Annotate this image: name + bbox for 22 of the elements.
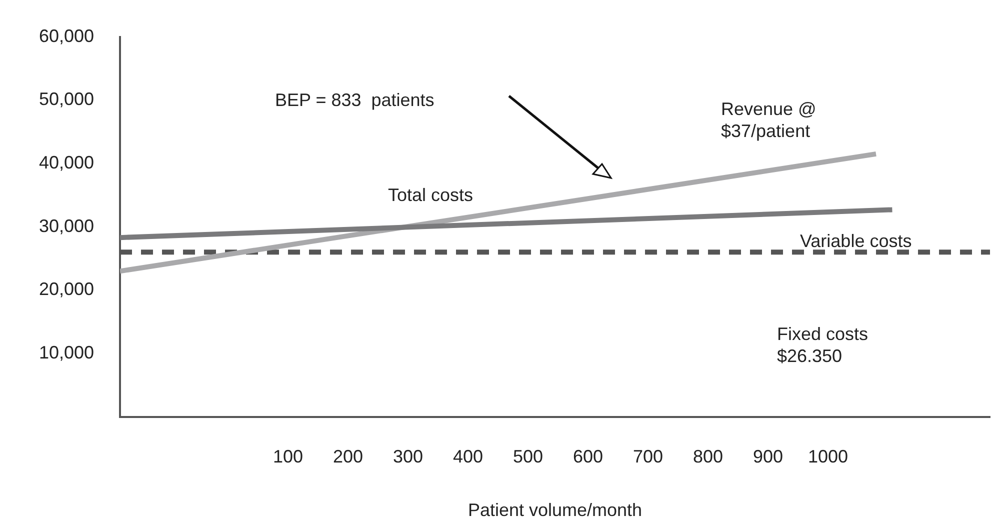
x-tick-label: 500 xyxy=(512,446,544,467)
y-tick-label: 10,000 xyxy=(38,342,94,362)
x-tick-label: 200 xyxy=(332,446,364,467)
annotation: BEP = 833 patients xyxy=(275,90,434,110)
y-tick-label: 40,000 xyxy=(38,152,94,172)
y-tick-label: 20,000 xyxy=(38,279,94,300)
x-tick-label: 900 xyxy=(752,446,784,467)
annotation: Total costs xyxy=(388,184,474,205)
x-tick-label: 700 xyxy=(632,446,664,467)
x-tick-label: 800 xyxy=(692,446,724,467)
annotation: Variable costs xyxy=(800,230,912,251)
x-axis-title: Patient volume/month xyxy=(468,500,642,520)
x-tick-label: 300 xyxy=(392,446,424,467)
y-tick-label: 50,000 xyxy=(38,89,94,110)
y-tick-label: 30,000 xyxy=(38,216,94,236)
x-tick-label: 1000 xyxy=(808,446,848,467)
x-tick-label: 400 xyxy=(452,446,484,467)
x-tick-label: 600 xyxy=(572,446,604,467)
annotation: Revenue @ $37/patient xyxy=(721,98,816,141)
x-tick-label: 100 xyxy=(272,446,304,467)
annotation: Fixed costs $26.350 xyxy=(777,324,868,366)
y-tick-label: 60,000 xyxy=(38,26,94,46)
